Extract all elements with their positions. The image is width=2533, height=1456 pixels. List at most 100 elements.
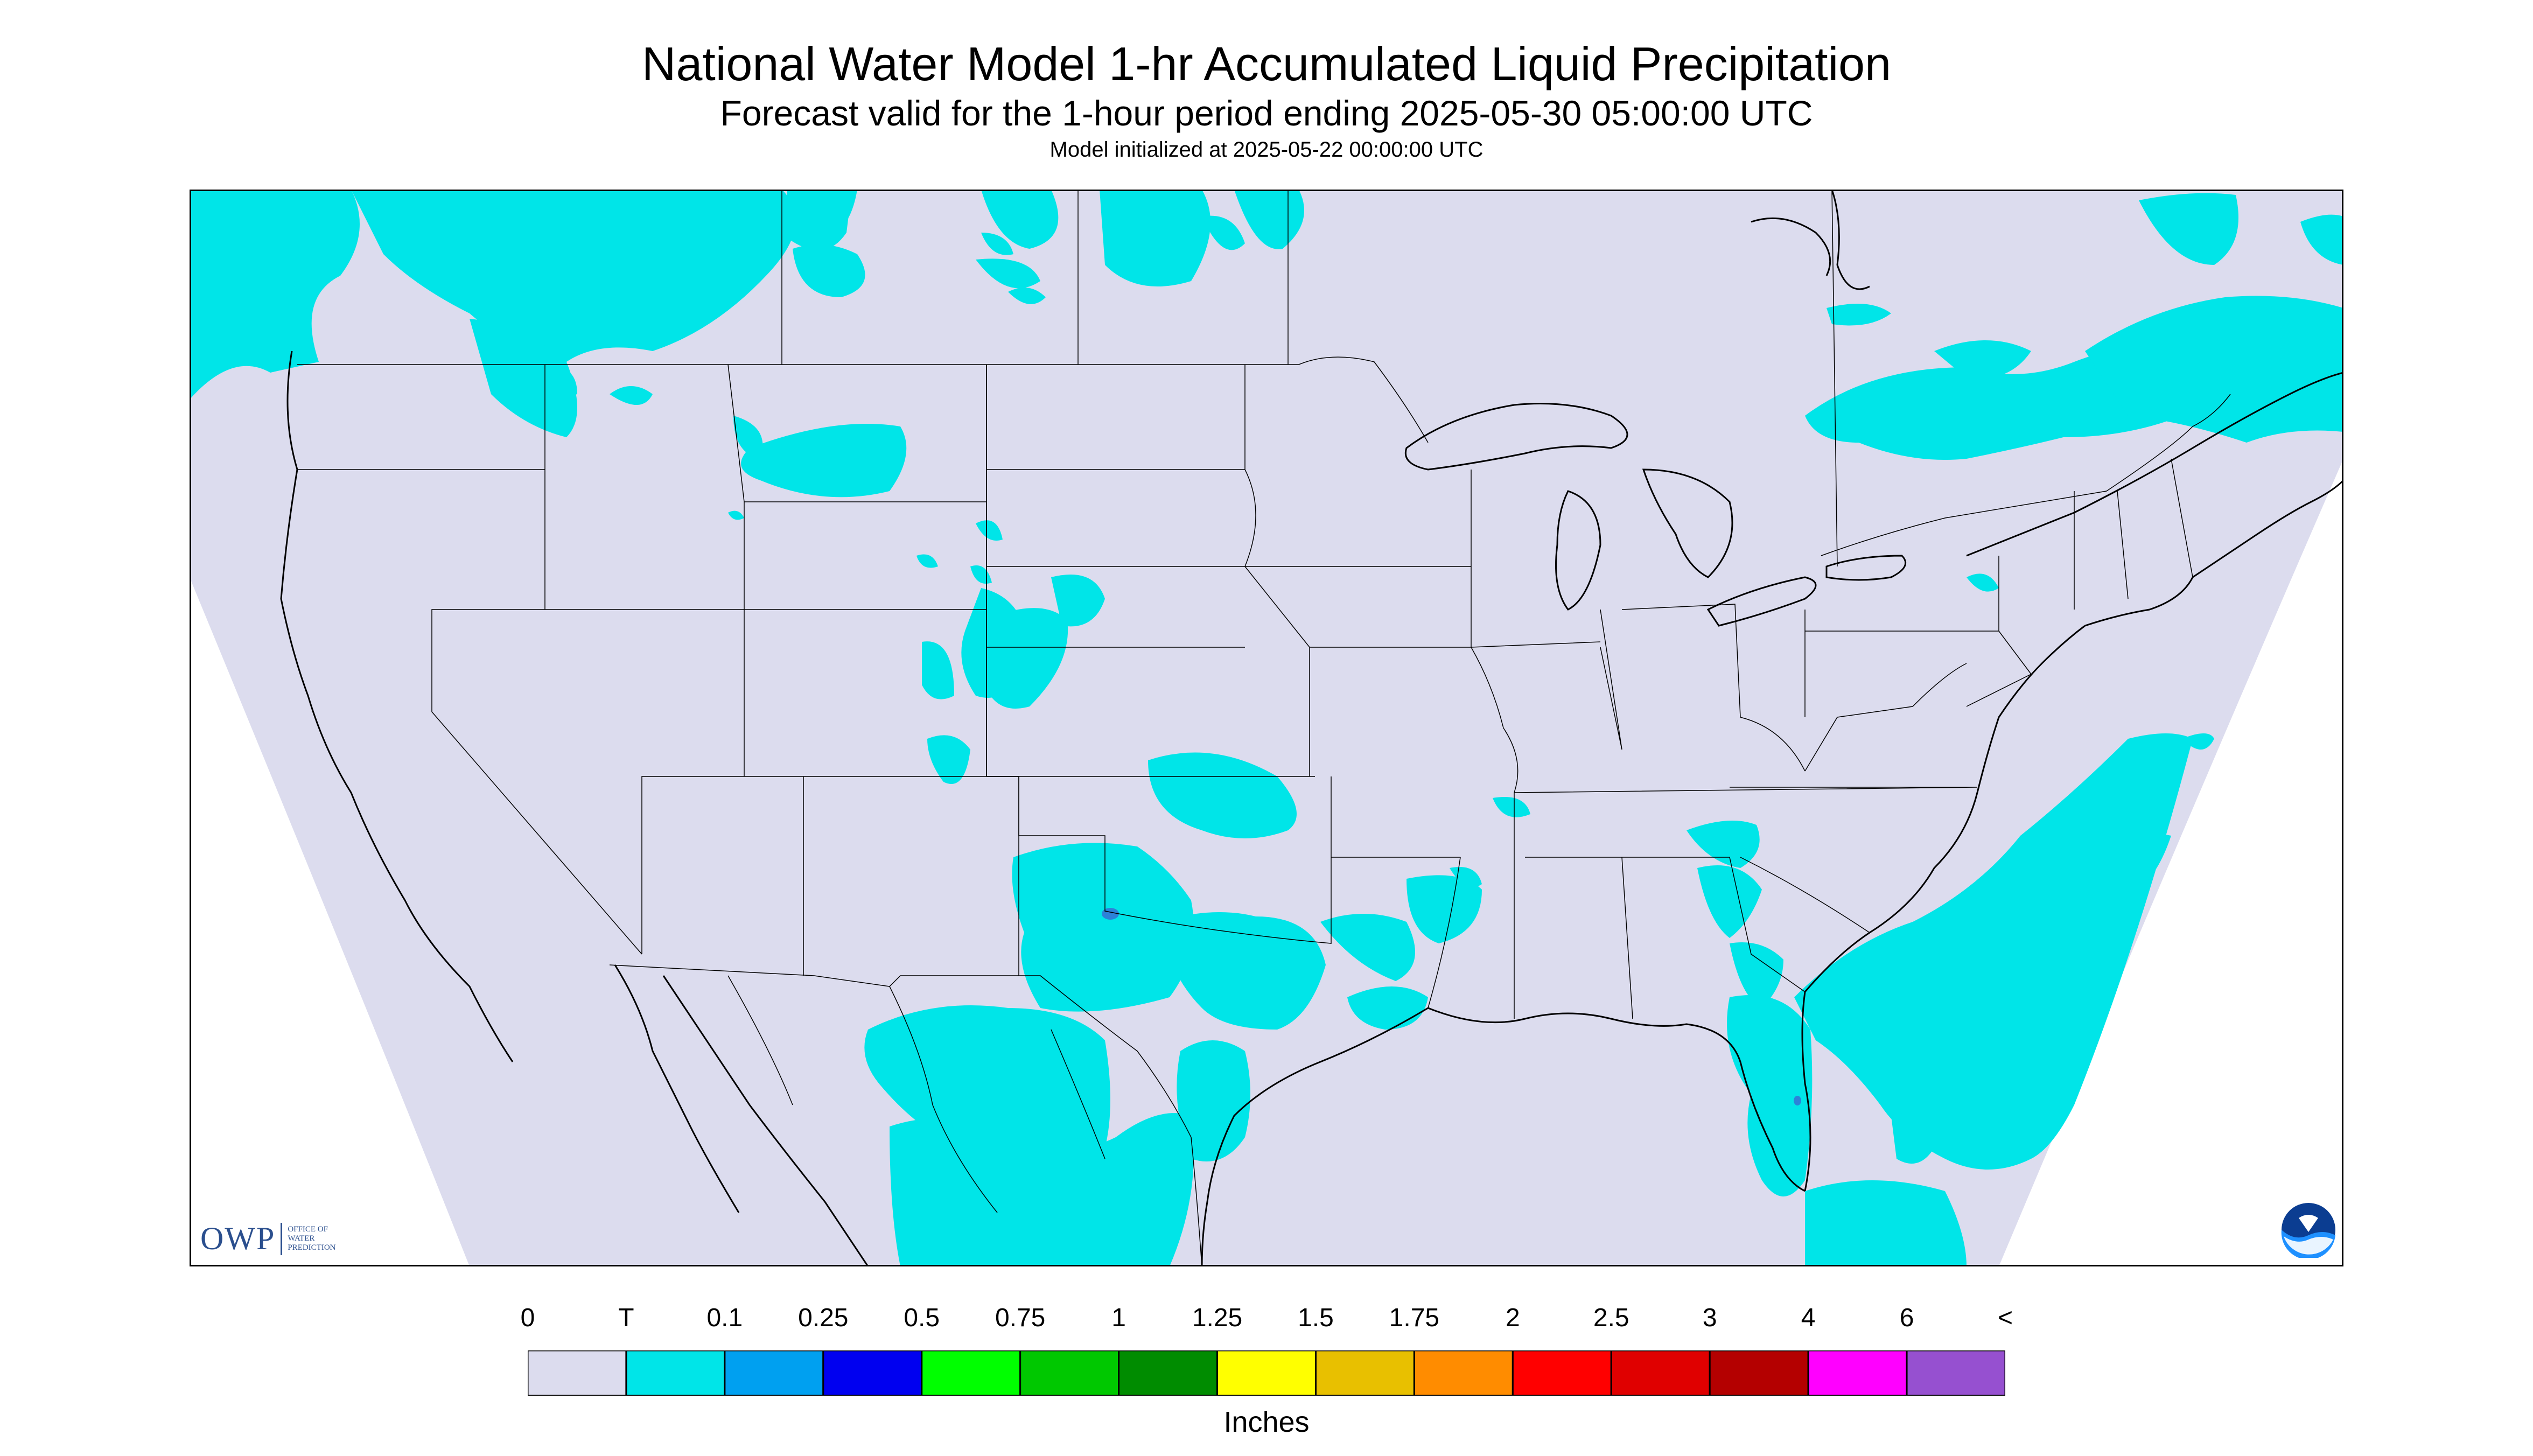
precip-ontario-w (976, 258, 1040, 289)
lake-ontario (1825, 555, 1907, 581)
owp-logo-caption: OFFICE OF WATER PREDICTION (288, 1225, 352, 1252)
us-mexico-border (609, 964, 1202, 1266)
map-title: National Water Model 1-hr Accumulated Li… (641, 37, 1892, 90)
color-scale-swatch (1610, 1350, 1711, 1396)
precip-la-b (1347, 986, 1428, 1030)
precip-manitoba-a (793, 244, 865, 297)
owp-logo-line: PREDICTION (288, 1243, 336, 1252)
color-scale-label: T (618, 1304, 634, 1332)
precip-canada-west (351, 190, 796, 362)
texas-coast (1201, 1007, 1429, 1266)
color-scale-swatch (822, 1350, 923, 1396)
precip-ontario-b (1202, 215, 1245, 250)
owp-logo-divider (281, 1222, 283, 1255)
precip-fl-panhandle (1730, 942, 1783, 1008)
color-scale-swatch (724, 1350, 824, 1396)
map-svg (190, 190, 2343, 1266)
precip-ontario-c (1234, 190, 1304, 249)
color-scale-label: 0.75 (995, 1304, 1046, 1332)
precip-wyoming-b (728, 510, 744, 520)
precip-maine (2306, 395, 2338, 412)
color-scale-label: 0.25 (798, 1304, 849, 1332)
color-scale-swatch (1906, 1350, 2005, 1396)
precip-manitoba-b (981, 190, 1059, 249)
color-scale-swatch (921, 1350, 1021, 1396)
color-scale-label: < (1997, 1304, 2013, 1332)
fl-east-coast (1801, 991, 1811, 1192)
baja-coast (614, 964, 740, 1213)
precip-quebec-e (2139, 193, 2238, 265)
ne-coast (2084, 479, 2343, 627)
init-time: Model initialized at 2025-05-22 00:00:00… (1049, 138, 1484, 162)
color-scale-swatch (1314, 1350, 1415, 1396)
color-scale-swatch (1709, 1350, 1809, 1396)
precip-tx-north (1159, 912, 1326, 1030)
hudson-bay-coast (1751, 217, 1831, 276)
precip-ga-a (1687, 821, 1760, 868)
precip-cell-fl (1794, 1096, 1801, 1105)
precip-nm-a (927, 735, 970, 784)
color-scale-label: 0 (520, 1304, 535, 1332)
mexico-states (727, 975, 1105, 1213)
precip-pa (1967, 573, 1999, 592)
color-scale-swatch (1118, 1350, 1219, 1396)
canada-provinces (781, 190, 1838, 567)
gulf-coast (1428, 1007, 1806, 1192)
precip-gulf-east (1805, 1180, 1967, 1266)
color-scale-label: 1 (1111, 1304, 1126, 1332)
precip-la-a (1320, 914, 1415, 981)
political-boundaries (297, 190, 2231, 1266)
lake-erie (1706, 576, 1817, 627)
precip-montana-a (561, 367, 577, 395)
lake-superior (1405, 403, 1628, 471)
units-label: Inches (1223, 1406, 1310, 1438)
precip-ga-b (1697, 865, 1762, 938)
color-scale-label: 1.75 (1389, 1304, 1440, 1332)
color-scale-label: 1.25 (1192, 1304, 1243, 1332)
us-canada-border (297, 356, 1429, 443)
precip-ontario-nw (981, 233, 1013, 255)
color-scale (528, 1350, 2005, 1396)
st-lawrence (1966, 372, 2343, 557)
noaa-logo-icon (2281, 1203, 2335, 1258)
color-scale-swatch (625, 1350, 726, 1396)
precip-ontario-a (1100, 190, 1210, 286)
color-scale-swatch (1216, 1350, 1317, 1396)
light-precip-cells (1102, 908, 1801, 1105)
color-scale-swatch (1512, 1350, 1612, 1396)
precip-quebec-d (2085, 296, 2343, 443)
precip-ks-a (922, 641, 954, 699)
precip-ks-b (916, 554, 938, 568)
precip-map (190, 190, 2343, 1266)
james-bay (1831, 190, 1870, 290)
precip-bc-band (470, 319, 577, 437)
precip-pacific-nw (190, 190, 360, 400)
precip-mexico-north (890, 1113, 1194, 1266)
color-scale-swatch (1413, 1350, 1514, 1396)
color-scale-label: 0.5 (904, 1304, 940, 1332)
great-lakes (1405, 403, 1907, 627)
west-coast (280, 351, 514, 1062)
precip-ks-c (1148, 752, 1297, 838)
color-scale-label: 0.1 (706, 1304, 743, 1332)
color-scale-swatch (1807, 1350, 1908, 1396)
precip-tx-south (1177, 1040, 1250, 1161)
color-scale-label: 2 (1505, 1304, 1520, 1332)
precip-fl-peninsula (1727, 995, 1813, 1196)
lake-huron (1642, 468, 1733, 578)
precip-ne-b (1051, 575, 1105, 627)
map-frame (190, 190, 2343, 1266)
precip-ms-a (1450, 867, 1482, 887)
color-scale-label: 3 (1702, 1304, 1717, 1332)
owp-logo-line: WATER (288, 1234, 315, 1243)
us-canada-border-east (1821, 394, 2231, 556)
owp-logo: OWP OFFICE OF WATER PREDICTION (200, 1220, 352, 1257)
precip-ontario-ne (1805, 347, 2198, 460)
precip-tn-a (1493, 797, 1530, 817)
color-scale-swatch (528, 1350, 627, 1396)
color-scale-swatch (1019, 1350, 1120, 1396)
trace-precip-areas (190, 190, 2343, 1266)
color-scale-label: 1.5 (1298, 1304, 1334, 1332)
color-scale-label: 4 (1801, 1304, 1816, 1332)
color-scale-label: 2.5 (1593, 1304, 1629, 1332)
